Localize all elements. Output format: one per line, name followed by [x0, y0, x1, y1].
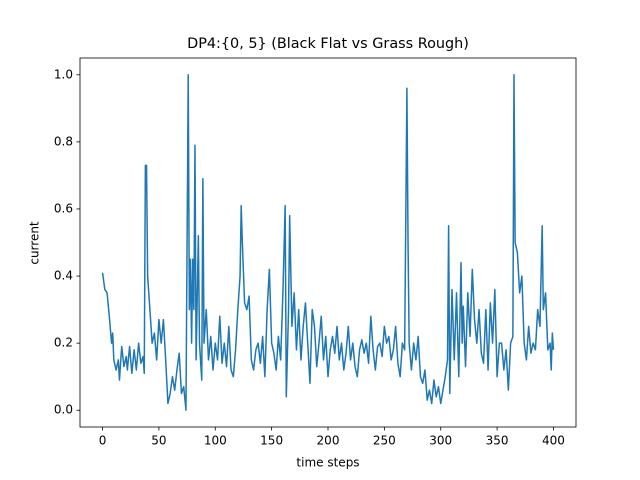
x-tick-label: 250	[373, 434, 396, 448]
y-tick-label: 1.0	[54, 67, 73, 81]
x-tick-label: 0	[99, 434, 107, 448]
x-tick-label: 150	[260, 434, 283, 448]
y-tick-label: 0.0	[54, 403, 73, 417]
plot-frame	[79, 57, 577, 428]
data-line	[101, 74, 555, 411]
x-tick-label: 300	[429, 434, 452, 448]
y-tick-label: 0.2	[54, 336, 73, 350]
y-tick-label: 0.8	[54, 134, 73, 148]
y-tick-label: 0.4	[54, 269, 73, 283]
x-tick-label: 100	[204, 434, 227, 448]
x-tick-label: 350	[486, 434, 509, 448]
x-tick-label: 50	[151, 434, 166, 448]
y-tick-label: 0.6	[54, 201, 73, 215]
x-axis-label: time steps	[296, 456, 359, 470]
chart-title: DP4:{0, 5} (Black Flat vs Grass Rough)	[187, 36, 469, 52]
x-tick-label: 400	[542, 434, 565, 448]
y-axis-label: current	[28, 221, 42, 265]
x-tick-label: 200	[317, 434, 340, 448]
